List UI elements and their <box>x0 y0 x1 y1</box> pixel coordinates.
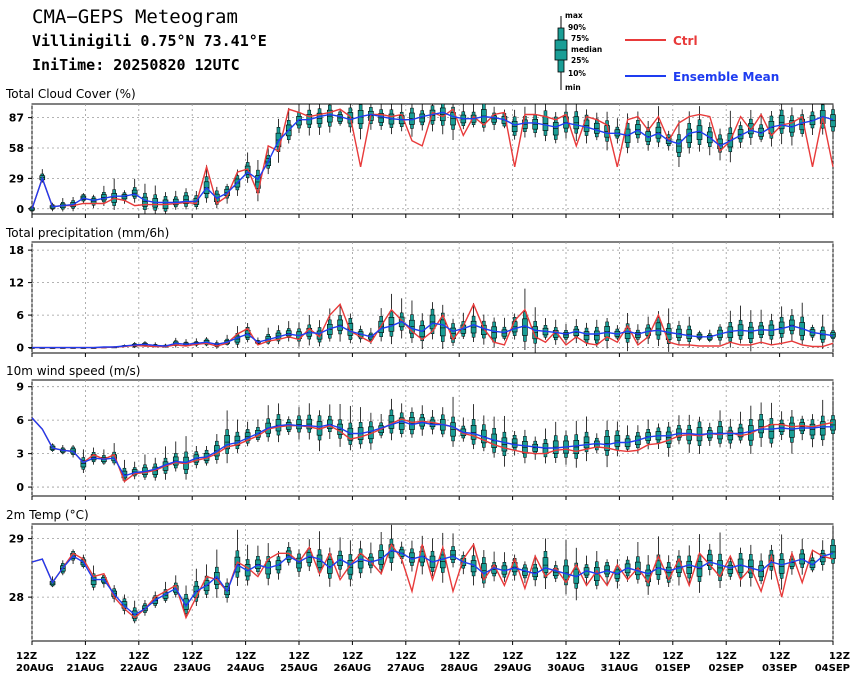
x-tick-label: 12Z <box>716 651 737 662</box>
x-tick-label: 31AUG <box>601 663 639 674</box>
mean-line <box>32 320 834 349</box>
x-tick-label: 12Z <box>555 651 576 662</box>
x-tick-label: 27AUG <box>387 663 425 674</box>
x-tick-label: 12Z <box>609 651 630 662</box>
x-tick-label: 28AUG <box>440 663 478 674</box>
legend-box-label: 75% <box>571 34 589 43</box>
x-tick-label: 24AUG <box>227 663 265 674</box>
x-tick-label: 26AUG <box>334 663 372 674</box>
panel-frame <box>31 379 834 497</box>
x-tick-label: 04SEP <box>815 663 850 674</box>
x-tick-label: 02SEP <box>709 663 744 674</box>
y-tick-label: 29 <box>9 533 24 546</box>
panel-4 <box>28 523 836 645</box>
init-time-label: IniTime: 20250820 12UTC <box>32 56 240 74</box>
x-tick-label: 12Z <box>395 651 416 662</box>
panel-title: 10m wind speed (m/s) <box>6 364 140 378</box>
mean-line <box>31 549 834 616</box>
y-tick-label: 0 <box>16 481 24 494</box>
legend-box-label: median <box>571 45 602 54</box>
y-tick-label: 0 <box>16 203 24 216</box>
legend-box-label: min <box>565 83 581 92</box>
panel-2 <box>28 241 836 357</box>
y-tick-label: 12 <box>9 277 24 290</box>
x-tick-label: 12Z <box>128 651 149 662</box>
x-tick-label: 21AUG <box>67 663 105 674</box>
x-tick-label: 12Z <box>502 651 523 662</box>
x-tick-label: 22AUG <box>120 663 158 674</box>
y-tick-label: 28 <box>9 591 24 604</box>
x-tick-label: 01SEP <box>655 663 690 674</box>
x-tick-label: 25AUG <box>280 663 318 674</box>
y-tick-label: 3 <box>16 448 24 461</box>
y-tick-label: 29 <box>9 172 24 185</box>
y-tick-label: 0 <box>16 342 24 355</box>
legend-box-label: 25% <box>571 56 589 65</box>
location-label: Villinigili 0.75°N 73.41°E <box>32 32 267 50</box>
y-tick-label: 6 <box>16 309 24 322</box>
x-tick-label: 29AUG <box>494 663 532 674</box>
x-tick-label: 23AUG <box>173 663 211 674</box>
panel-1 <box>28 103 836 218</box>
y-tick-label: 87 <box>9 112 24 125</box>
y-tick-label: 58 <box>9 142 24 155</box>
legend-box-label: 10% <box>568 69 586 78</box>
x-tick-label: 12Z <box>829 651 850 662</box>
x-tick-label: 12Z <box>342 651 363 662</box>
x-tick-label: 30AUG <box>547 663 585 674</box>
mean-line <box>31 111 834 210</box>
x-tick-label: 12Z <box>662 651 683 662</box>
panel-title: Total Cloud Cover (%) <box>5 87 136 101</box>
x-tick-label: 20AUG <box>16 663 54 674</box>
legend-mean-label: Ensemble Mean <box>673 70 779 84</box>
legend-box-label: 90% <box>568 23 586 32</box>
x-tick-label: 12Z <box>235 651 256 662</box>
y-tick-label: 6 <box>16 414 24 427</box>
y-tick-label: 9 <box>16 381 24 394</box>
x-tick-label: 12Z <box>288 651 309 662</box>
legend-ctrl-label: Ctrl <box>673 34 698 48</box>
legend-box-label: max <box>565 11 583 20</box>
ctrl-line <box>31 108 834 210</box>
page-title: CMA−GEPS Meteogram <box>32 6 238 28</box>
panel-title: 2m Temp (°C) <box>6 508 89 522</box>
x-tick-label: 12Z <box>75 651 96 662</box>
x-tick-label: 12Z <box>769 651 790 662</box>
x-tick-label: 03SEP <box>762 663 797 674</box>
ctrl-line <box>31 417 834 483</box>
panel-frame <box>31 523 834 642</box>
panel-title: Total precipitation (mm/6h) <box>5 226 169 240</box>
x-tick-label: 12Z <box>16 651 37 662</box>
x-tick-label: 12Z <box>449 651 470 662</box>
mean-line <box>31 417 833 477</box>
x-tick-label: 12Z <box>182 651 203 662</box>
y-tick-label: 18 <box>9 244 24 257</box>
panel-3 <box>28 379 836 500</box>
ctrl-line <box>31 542 834 620</box>
